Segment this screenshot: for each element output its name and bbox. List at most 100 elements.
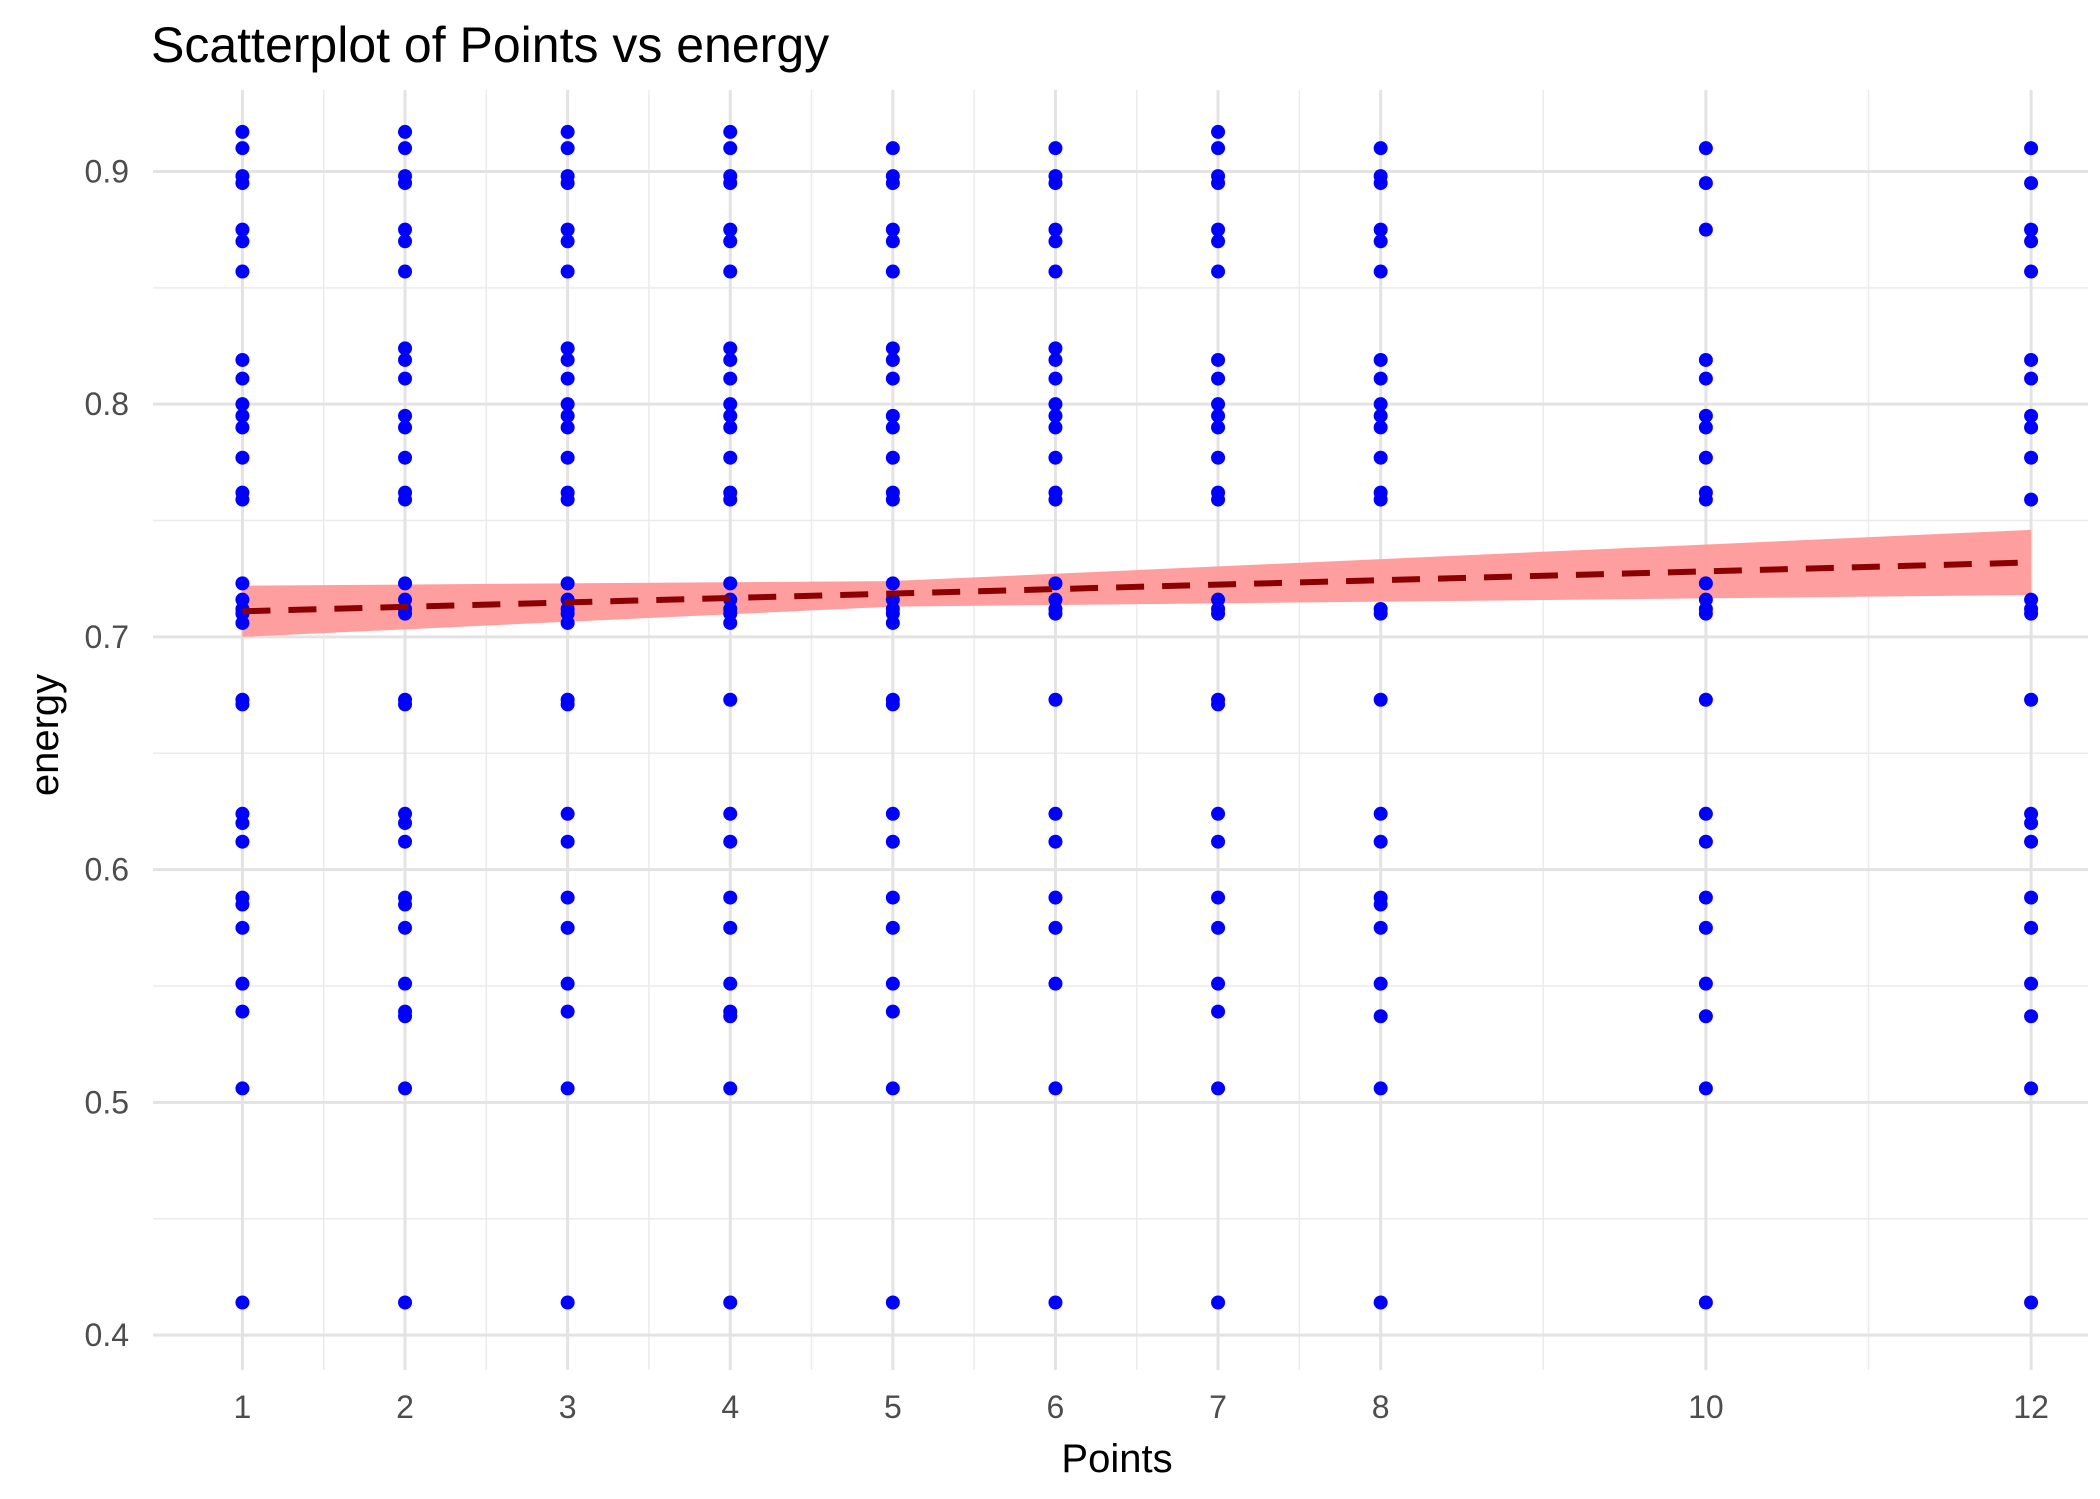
data-point: [1373, 692, 1388, 707]
data-point: [1211, 124, 1226, 139]
data-point: [885, 890, 900, 905]
data-point: [560, 352, 575, 367]
data-point: [885, 697, 900, 712]
x-tick-label: 2: [396, 1389, 414, 1425]
data-point: [1211, 420, 1226, 435]
data-point: [235, 420, 250, 435]
data-point: [235, 222, 250, 237]
data-point: [1048, 420, 1063, 435]
data-point: [235, 176, 250, 191]
data-point: [723, 920, 738, 935]
data-point: [235, 371, 250, 386]
data-point: [235, 920, 250, 935]
data-point: [235, 1004, 250, 1019]
data-point: [1048, 606, 1063, 621]
y-tick-label: 0.7: [85, 619, 129, 655]
data-point: [1048, 1295, 1063, 1310]
y-tick-label: 0.9: [85, 153, 129, 189]
data-point: [1211, 1295, 1226, 1310]
data-point: [2024, 1081, 2039, 1096]
data-point: [885, 976, 900, 991]
data-point: [398, 1295, 413, 1310]
data-point: [1211, 352, 1226, 367]
data-point: [1698, 450, 1713, 465]
data-point: [885, 352, 900, 367]
data-point: [885, 176, 900, 191]
data-point: [235, 234, 250, 249]
data-point: [1211, 141, 1226, 156]
data-point: [1373, 492, 1388, 507]
data-point: [398, 576, 413, 591]
data-point: [723, 692, 738, 707]
data-point: [398, 920, 413, 935]
data-point: [235, 834, 250, 849]
data-point: [560, 615, 575, 630]
confidence-band-layer: [242, 529, 2032, 637]
data-point: [885, 234, 900, 249]
data-point: [2024, 420, 2039, 435]
data-point: [398, 264, 413, 279]
data-point: [885, 450, 900, 465]
data-point: [1698, 920, 1713, 935]
confidence-band: [242, 529, 2032, 637]
data-point: [235, 124, 250, 139]
data-point: [1211, 176, 1226, 191]
data-point: [235, 264, 250, 279]
data-point: [1048, 1081, 1063, 1096]
data-point: [398, 420, 413, 435]
data-point: [560, 264, 575, 279]
data-point: [1373, 806, 1388, 821]
data-point: [885, 920, 900, 935]
x-axis-title: Points: [1061, 1437, 1172, 1481]
data-point: [235, 697, 250, 712]
data-point: [398, 1009, 413, 1024]
data-point: [723, 352, 738, 367]
data-point: [1698, 606, 1713, 621]
data-point: [723, 450, 738, 465]
data-point: [398, 450, 413, 465]
data-point: [398, 341, 413, 356]
data-point: [1698, 1081, 1713, 1096]
data-point: [1048, 371, 1063, 386]
data-point: [235, 408, 250, 423]
data-point: [885, 141, 900, 156]
x-tick-label: 5: [884, 1389, 902, 1425]
data-point: [235, 976, 250, 991]
data-point: [1048, 834, 1063, 849]
data-point: [723, 420, 738, 435]
data-point: [885, 576, 900, 591]
data-point: [1698, 576, 1713, 591]
data-point: [1048, 806, 1063, 821]
data-point: [1048, 222, 1063, 237]
data-point: [2024, 890, 2039, 905]
data-point: [235, 1081, 250, 1096]
data-point: [885, 341, 900, 356]
data-point: [1211, 890, 1226, 905]
data-point: [560, 1004, 575, 1019]
data-point: [723, 890, 738, 905]
data-point: [1698, 352, 1713, 367]
data-point: [1211, 408, 1226, 423]
data-point: [2024, 176, 2039, 191]
data-point: [398, 408, 413, 423]
data-point: [398, 976, 413, 991]
data-point: [398, 141, 413, 156]
data-point: [1373, 976, 1388, 991]
data-point: [1373, 141, 1388, 156]
x-tick-label: 12: [2013, 1389, 2049, 1425]
data-point: [723, 141, 738, 156]
x-tick-label: 8: [1372, 1389, 1390, 1425]
data-point: [560, 697, 575, 712]
data-point: [1373, 420, 1388, 435]
data-point: [560, 408, 575, 423]
data-point: [885, 615, 900, 630]
data-point: [1048, 450, 1063, 465]
data-point: [1373, 606, 1388, 621]
data-point: [2024, 606, 2039, 621]
data-point: [398, 606, 413, 621]
data-point: [1373, 264, 1388, 279]
data-point: [560, 141, 575, 156]
data-point: [1373, 234, 1388, 249]
data-point: [723, 976, 738, 991]
data-point: [723, 806, 738, 821]
